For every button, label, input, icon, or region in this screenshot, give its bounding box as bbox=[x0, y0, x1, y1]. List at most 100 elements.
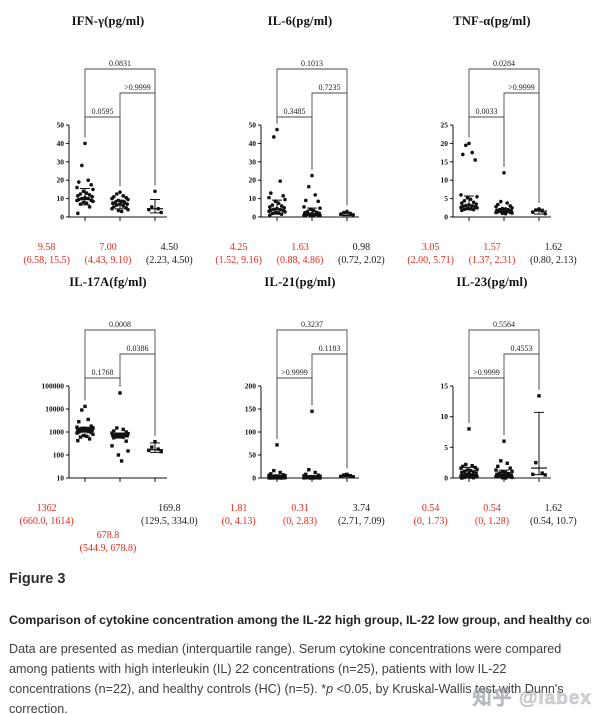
y-tick-label: 0 bbox=[252, 213, 256, 222]
data-point bbox=[280, 194, 285, 198]
data-point bbox=[274, 127, 279, 132]
data-point bbox=[509, 469, 514, 473]
iqr-value: (0.54, 10.7) bbox=[529, 516, 577, 527]
data-point bbox=[75, 438, 79, 443]
data-point bbox=[87, 193, 91, 197]
data-point bbox=[303, 198, 308, 203]
y-tick-label: 10000 bbox=[45, 405, 64, 414]
median-value: 0.54 bbox=[483, 503, 501, 514]
chart-plot-3: 0 5 10 15 20 25 0.0033 >0.9999 0.0284 bbox=[440, 59, 551, 222]
median-value: 1.81 bbox=[229, 503, 248, 514]
group-stat: 0.31 (0, 2.83) bbox=[269, 502, 330, 528]
data-point bbox=[474, 206, 479, 210]
chart-plot-4: 10 100 1000 10000 100000 0.1768 0.0386 0.0008 bbox=[41, 320, 167, 483]
significance-bracket bbox=[119, 353, 155, 436]
data-point bbox=[109, 206, 114, 211]
y-tick-label: 10 bbox=[440, 412, 448, 421]
median-iqr-stats: 9.58 (6.58, 15.5) 7.00 (4.43, 9.10) 4.50 (2.2… bbox=[16, 241, 200, 267]
group-stat: 3.74 (2.71, 7.09) bbox=[331, 502, 392, 528]
p-value-label: 0.0595 bbox=[91, 107, 113, 116]
data-point bbox=[120, 194, 125, 198]
data-point bbox=[316, 473, 320, 477]
p-value-label: 0.4553 bbox=[510, 344, 532, 353]
data-point bbox=[465, 196, 469, 200]
data-point bbox=[509, 475, 514, 480]
median-iqr-stats: 3.05 (2.00, 5.71) 1.57 (1.37, 2.31) 1.62 (0.8… bbox=[400, 241, 584, 267]
data-point bbox=[74, 185, 79, 190]
data-point bbox=[76, 430, 80, 434]
iqr-value: (0, 2.83) bbox=[282, 516, 318, 527]
group-stat: 1362 (660.0, 1614) bbox=[16, 502, 77, 528]
data-point bbox=[267, 476, 271, 480]
data-point bbox=[509, 206, 514, 210]
y-tick-label: 30 bbox=[248, 157, 256, 166]
data-point bbox=[466, 141, 471, 146]
median-value: 1.62 bbox=[544, 242, 563, 253]
y-tick-label: 100 bbox=[244, 428, 256, 437]
data-point bbox=[78, 435, 82, 439]
p-value-label: >0.9999 bbox=[124, 83, 151, 92]
iqr-value: (2.71, 7.09) bbox=[337, 516, 385, 527]
data-point bbox=[89, 194, 94, 199]
y-tick-label: 5 bbox=[444, 443, 448, 452]
data-point bbox=[149, 445, 153, 449]
significance-bracket bbox=[84, 68, 155, 186]
iqr-value: (544.9, 678.8) bbox=[79, 543, 137, 554]
iqr-value: (1.52, 9.16) bbox=[215, 255, 262, 266]
iqr-value: (2.00, 5.71) bbox=[407, 255, 454, 266]
data-point bbox=[271, 135, 276, 139]
data-point bbox=[149, 205, 154, 209]
p-value-label: 0.7235 bbox=[318, 83, 340, 92]
data-point bbox=[85, 178, 90, 182]
group-stat: 4.25 (1.52, 9.16) bbox=[208, 241, 269, 267]
data-point bbox=[317, 206, 322, 210]
iqr-value: (660.0, 1614) bbox=[19, 516, 74, 527]
data-point bbox=[503, 211, 507, 216]
chart-panel-2: IL-6(pg/ml) 0 10 20 30 40 50 0.3485 0.7235 0.1013… bbox=[204, 14, 396, 267]
chart-panel-4: IL-17A(fg/ml) 10 100 1000 10000 100000 0.1768 0… bbox=[12, 275, 204, 555]
data-point bbox=[88, 183, 93, 187]
data-point bbox=[119, 459, 123, 463]
data-point bbox=[76, 420, 80, 424]
significance-bracket bbox=[503, 92, 539, 203]
figure-title: Comparison of cytokine concentration amo… bbox=[9, 613, 591, 627]
median-value: 1362 bbox=[36, 503, 57, 514]
group-stat: 1.81 (0, 4.13) bbox=[208, 502, 269, 528]
data-point bbox=[460, 464, 464, 469]
data-point bbox=[500, 470, 504, 474]
iqr-value: (0, 4.13) bbox=[221, 516, 256, 527]
data-point bbox=[125, 431, 130, 436]
data-point bbox=[474, 474, 479, 479]
p-value-label: 0.0033 bbox=[475, 107, 497, 116]
data-point bbox=[458, 193, 463, 197]
data-point bbox=[458, 474, 463, 478]
data-point bbox=[86, 429, 90, 434]
y-tick-label: 50 bbox=[248, 451, 256, 460]
data-point bbox=[274, 443, 279, 447]
data-point bbox=[119, 209, 123, 214]
data-point bbox=[84, 201, 88, 205]
data-point bbox=[309, 409, 314, 413]
median-iqr-stats: 4.25 (1.52, 9.16) 1.63 (0.88, 4.86) 0.98 (0.7… bbox=[208, 241, 392, 267]
data-point bbox=[266, 195, 271, 200]
data-point bbox=[306, 468, 310, 472]
data-point bbox=[90, 432, 95, 436]
data-point bbox=[152, 189, 157, 194]
p-value-label: 0.3237 bbox=[301, 320, 323, 329]
median-iqr-stats: 0.54 (0, 1.73) 0.54 (0, 1.28) 1.62 (0.54, 10.… bbox=[400, 502, 584, 528]
y-tick-label: 40 bbox=[248, 139, 256, 148]
panel-title: IL-23(pg/ml) bbox=[456, 275, 528, 289]
data-point bbox=[124, 430, 128, 434]
data-point bbox=[87, 205, 91, 209]
figure-3-charts: IFN-γ(pg/ml) 0 10 20 30 40 50 0.0595 >0.9999 0.08… bbox=[12, 14, 584, 555]
significance-bracket bbox=[119, 92, 155, 187]
data-point bbox=[90, 426, 95, 430]
group-stat-second-row: 678.8 (544.9, 678.8) bbox=[16, 529, 200, 555]
significance-bracket bbox=[468, 377, 504, 436]
chart-plot-2: 0 10 20 30 40 50 0.3485 0.7235 0.1013 bbox=[248, 59, 359, 222]
group-stat: 7.00 (4.43, 9.10) bbox=[77, 241, 138, 267]
data-point bbox=[159, 449, 163, 454]
data-point bbox=[471, 470, 475, 474]
y-tick-label: 100000 bbox=[41, 382, 64, 391]
data-point bbox=[117, 190, 122, 194]
